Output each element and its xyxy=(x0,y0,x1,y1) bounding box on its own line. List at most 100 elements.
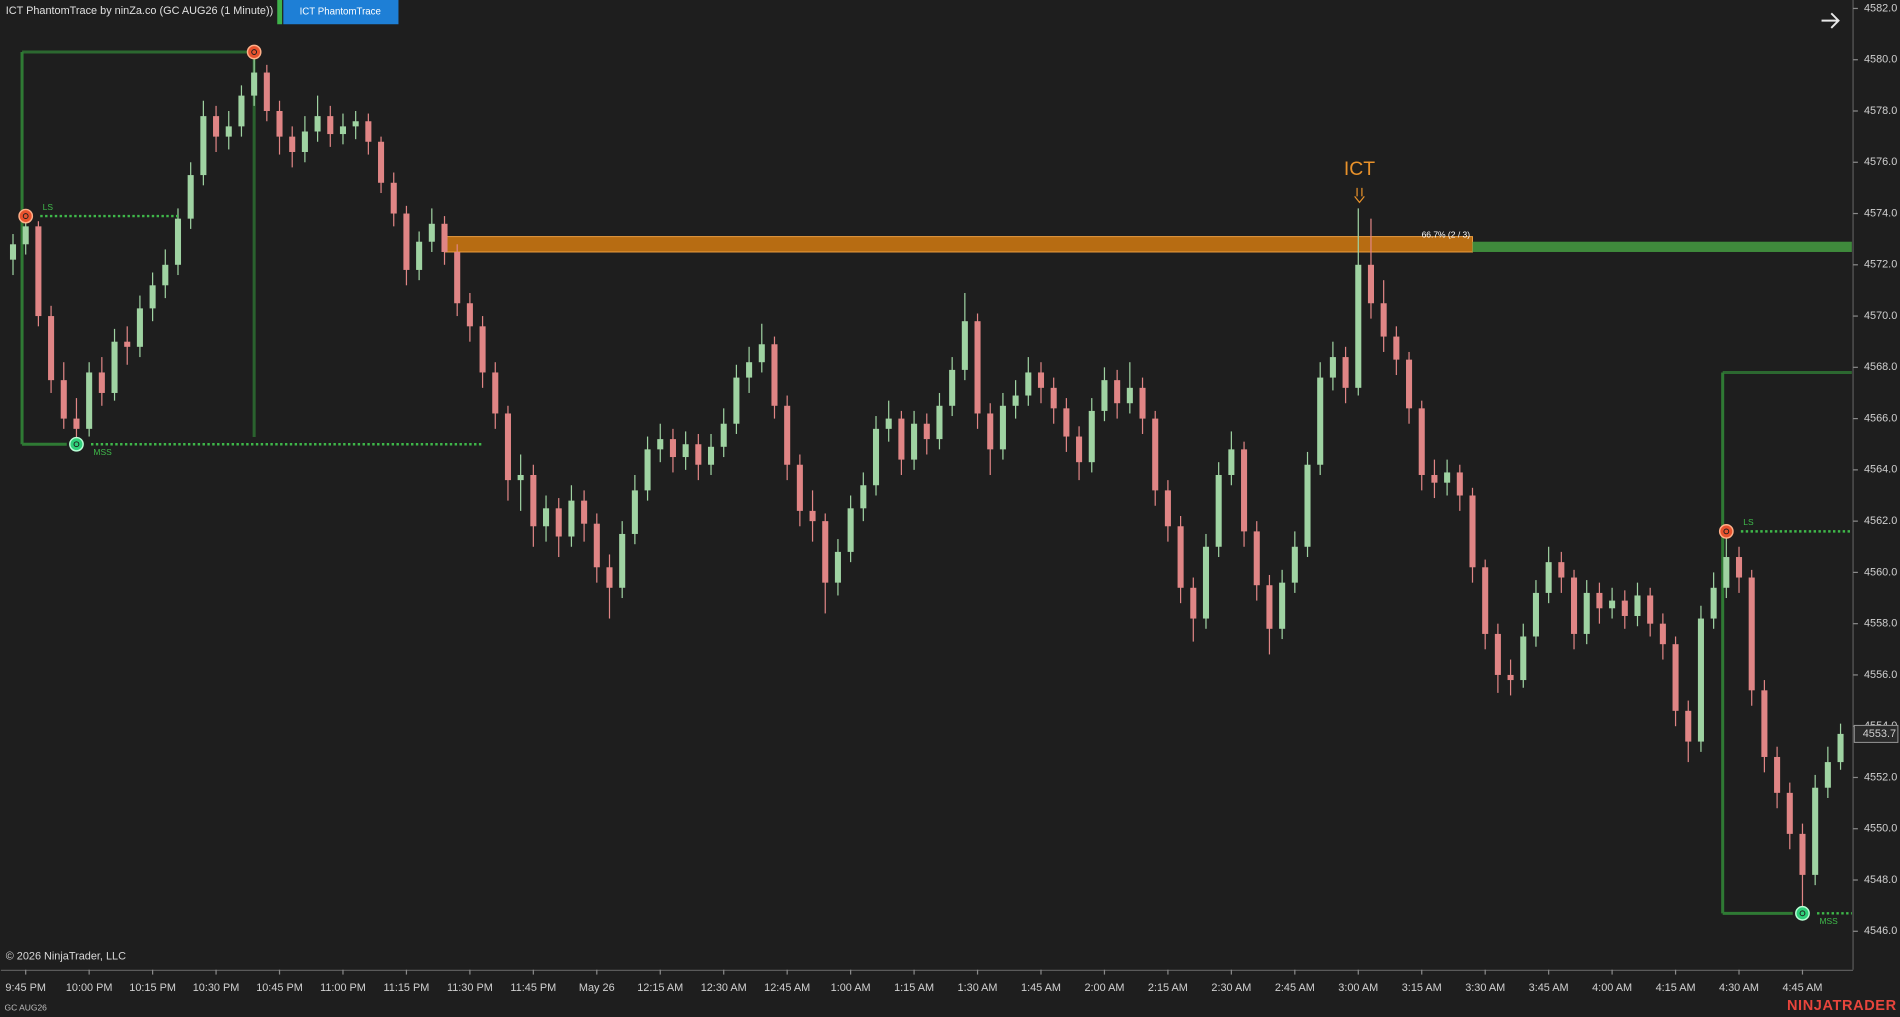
pivot-dot xyxy=(73,441,80,448)
candle-body xyxy=(1329,357,1336,378)
candle-body xyxy=(416,241,423,270)
pivot-label: LS xyxy=(43,202,54,212)
candle-body xyxy=(162,264,169,286)
candle-body xyxy=(1659,623,1666,645)
candle-body xyxy=(1342,357,1349,388)
x-tick-label: 2:00 AM xyxy=(1084,982,1124,994)
y-tick-label: 4560.0 xyxy=(1864,566,1897,578)
pivot-marker xyxy=(246,44,262,60)
x-tick-label: 9:45 PM xyxy=(5,982,46,994)
candle-body xyxy=(1444,472,1451,483)
candle-body xyxy=(1507,674,1514,681)
y-tick-label: 4570.0 xyxy=(1864,310,1897,322)
candle-body xyxy=(1482,567,1489,634)
zone-label: 66.7% (2 / 3) xyxy=(1422,230,1471,240)
candle-body xyxy=(834,551,841,583)
candle-body xyxy=(1215,474,1222,547)
copyright: © 2026 NinjaTrader, LLC xyxy=(6,950,126,962)
candle-body xyxy=(1139,387,1146,419)
candle-body xyxy=(619,533,626,588)
candle-body xyxy=(784,405,791,465)
x-tick-label: 1:45 AM xyxy=(1021,982,1061,994)
indicator-button-label[interactable]: ICT PhantomTrace xyxy=(300,7,381,18)
candle-body xyxy=(492,372,499,414)
candle-body xyxy=(1532,592,1539,637)
candle-body xyxy=(860,485,867,509)
candle-body xyxy=(466,303,473,327)
candle-body xyxy=(225,126,232,137)
candle-body xyxy=(758,344,765,363)
indicator-button[interactable] xyxy=(283,0,399,25)
candle-body xyxy=(1266,585,1273,629)
indicator-marker xyxy=(277,0,283,25)
candle-body xyxy=(657,439,664,450)
x-tick-label: 4:00 AM xyxy=(1592,982,1632,994)
symbol-label: GC AUG26 xyxy=(5,1003,48,1013)
candle-body xyxy=(1177,526,1184,588)
x-tick-label: 11:00 PM xyxy=(320,982,366,994)
y-tick-label: 4582.0 xyxy=(1864,2,1897,14)
candle-body xyxy=(1126,387,1133,404)
zone xyxy=(444,236,1473,253)
candle-body xyxy=(48,316,55,381)
candle-body xyxy=(149,285,156,309)
candle-body xyxy=(1317,377,1324,465)
y-tick-label: 4568.0 xyxy=(1864,361,1897,373)
candle-body xyxy=(898,418,905,460)
candle-body xyxy=(1380,303,1387,337)
candle-body xyxy=(1761,690,1768,757)
candle-body xyxy=(327,116,334,135)
candle-body xyxy=(1494,633,1501,675)
candle-body xyxy=(60,380,67,419)
candle-body xyxy=(1114,380,1121,404)
x-tick-label: 10:30 PM xyxy=(193,982,240,994)
candle-body xyxy=(1012,395,1019,406)
candle-body xyxy=(746,362,753,378)
candle-body xyxy=(949,369,956,406)
arrow-icon[interactable] xyxy=(1821,12,1840,29)
candle-body xyxy=(1456,472,1463,496)
candle-body xyxy=(568,500,575,537)
nav-arrow[interactable] xyxy=(1821,12,1840,29)
candle-body xyxy=(530,474,537,527)
y-tick-label: 4556.0 xyxy=(1864,669,1897,681)
candle-body xyxy=(631,490,638,534)
candle-body xyxy=(1723,557,1730,588)
y-tick-label: 4562.0 xyxy=(1864,515,1897,527)
x-tick-label: 3:30 AM xyxy=(1465,982,1505,994)
candle-body xyxy=(263,72,270,111)
y-tick-label: 4572.0 xyxy=(1864,259,1897,271)
candle-body xyxy=(733,377,740,424)
candle-body xyxy=(1279,582,1286,629)
signal-arrow xyxy=(1354,187,1365,204)
x-tick-label: 11:15 PM xyxy=(384,982,430,994)
candle-body xyxy=(200,116,207,176)
candle-body xyxy=(1393,336,1400,360)
candle-body xyxy=(301,131,308,153)
candle-body xyxy=(1583,592,1590,634)
candle-body xyxy=(1596,592,1603,609)
y-tick-label: 4574.0 xyxy=(1864,207,1897,219)
x-tick-label: 2:30 AM xyxy=(1211,982,1251,994)
x-tick-label: 12:45 AM xyxy=(764,982,810,994)
candle-body xyxy=(428,223,435,242)
last-price-box xyxy=(1853,724,1899,743)
candle-body xyxy=(1076,436,1083,463)
candle-body xyxy=(1786,792,1793,834)
candle-body xyxy=(1748,577,1755,691)
last-price-label: 4553.7 xyxy=(1863,728,1896,740)
candle-body xyxy=(1812,787,1819,875)
x-tick-label: 10:00 PM xyxy=(66,982,113,994)
brand-logo: NINJATRADER xyxy=(1787,998,1897,1014)
candle-body xyxy=(1697,618,1704,742)
pivot-label: LS xyxy=(1743,517,1754,527)
candle-body xyxy=(213,116,220,137)
candle-body xyxy=(771,344,778,406)
y-tick-label: 4548.0 xyxy=(1864,874,1897,886)
candle-body xyxy=(73,418,80,429)
candle-body xyxy=(1367,264,1375,304)
candle-body xyxy=(1304,464,1311,547)
